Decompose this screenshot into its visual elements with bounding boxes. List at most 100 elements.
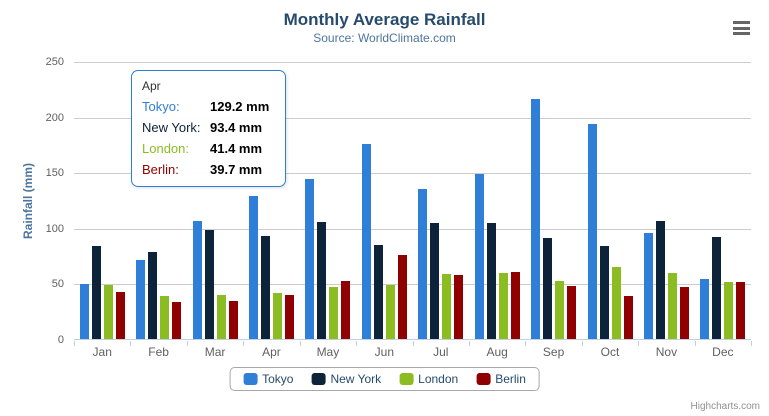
x-axis-label-apr: Apr: [262, 345, 281, 359]
bar-london-sep[interactable]: [555, 280, 565, 339]
bar-london-feb[interactable]: [160, 296, 170, 339]
bar-tokyo-sep[interactable]: [531, 99, 541, 339]
bar-tokyo-jan[interactable]: [79, 283, 89, 339]
x-axis-label-mar: Mar: [204, 345, 226, 359]
bar-london-aug[interactable]: [498, 272, 508, 339]
bar-london-nov[interactable]: [667, 273, 677, 339]
legend: Tokyo New York London Berlin: [229, 367, 540, 391]
y-axis-tick-label: 250: [45, 56, 64, 68]
legend-label: New York: [330, 372, 382, 386]
category-group-aug: [469, 62, 525, 339]
x-axis-tick: [243, 341, 245, 346]
bar-new-york-aug[interactable]: [486, 223, 496, 339]
category-group-sep: [525, 62, 581, 339]
bar-tokyo-aug[interactable]: [474, 174, 484, 339]
bar-london-apr[interactable]: [272, 293, 282, 339]
bar-new-york-dec[interactable]: [712, 236, 722, 339]
x-axis-tick: [74, 341, 75, 346]
x-axis-tick: [581, 341, 583, 346]
x-axis-label-jul: Jul: [433, 345, 449, 359]
bar-tokyo-dec[interactable]: [700, 278, 710, 339]
bar-london-dec[interactable]: [724, 282, 734, 339]
legend-label: London: [418, 372, 459, 386]
bar-tokyo-oct[interactable]: [587, 123, 597, 339]
y-axis-tick-label: 0: [57, 334, 64, 346]
x-axis-label-sep: Sep: [542, 345, 565, 359]
bar-berlin-feb[interactable]: [172, 302, 182, 339]
category-group-may: [300, 62, 356, 339]
bar-berlin-jul[interactable]: [454, 275, 464, 339]
bar-new-york-jan[interactable]: [91, 246, 101, 339]
bar-new-york-nov[interactable]: [655, 220, 665, 339]
x-axis-label-dec: Dec: [712, 345, 734, 359]
credits-link[interactable]: Highcharts.com: [690, 401, 760, 412]
category-group-nov: [638, 62, 694, 339]
chart-title: Monthly Average Rainfall: [283, 10, 486, 29]
export-menu-button[interactable]: [733, 21, 750, 35]
bar-tokyo-jul[interactable]: [418, 188, 428, 339]
y-axis-tick-label: 50: [51, 278, 64, 291]
legend-item-berlin[interactable]: Berlin: [476, 372, 526, 386]
legend-label: Tokyo: [262, 372, 294, 386]
bar-new-york-may[interactable]: [317, 221, 327, 339]
bar-new-york-sep[interactable]: [543, 237, 553, 339]
gridline: [74, 284, 751, 286]
x-axis-tick: [130, 341, 132, 346]
bar-new-york-oct[interactable]: [599, 246, 609, 339]
bar-london-jan[interactable]: [103, 284, 113, 339]
bar-tokyo-mar[interactable]: [192, 221, 202, 339]
bar-new-york-mar[interactable]: [204, 229, 214, 339]
bar-tokyo-nov[interactable]: [643, 233, 653, 339]
x-axis-label-feb: Feb: [148, 345, 169, 359]
bar-tokyo-may[interactable]: [305, 179, 315, 339]
x-axis-label-jan: Jan: [92, 345, 112, 359]
category-group-feb: [130, 62, 186, 339]
category-group-oct: [582, 62, 638, 339]
bar-berlin-apr[interactable]: [284, 295, 294, 339]
bar-new-york-feb[interactable]: [148, 251, 158, 339]
gridline: [74, 173, 751, 175]
y-axis-tick-label: 200: [45, 111, 64, 124]
legend-item-new-york[interactable]: New York: [311, 372, 381, 386]
category-group-jun: [356, 62, 412, 339]
bar-new-york-apr[interactable]: [260, 235, 270, 339]
y-axis-tick-label: 150: [45, 167, 64, 180]
bar-new-york-jul[interactable]: [430, 222, 440, 339]
x-axis-tick: [638, 341, 640, 346]
x-axis-tick: [299, 341, 301, 346]
y-axis-tick-label: 100: [45, 222, 64, 235]
category-group-apr: [243, 62, 299, 339]
plot-area: [74, 62, 751, 340]
bar-berlin-oct[interactable]: [623, 295, 633, 339]
x-axis-label-oct: Oct: [600, 345, 620, 359]
legend-item-tokyo[interactable]: Tokyo: [243, 372, 293, 386]
bar-groups: [74, 62, 751, 339]
bar-berlin-nov[interactable]: [679, 287, 689, 339]
bar-tokyo-apr[interactable]: [248, 195, 258, 339]
gridline: [74, 117, 751, 119]
bar-london-mar[interactable]: [216, 295, 226, 339]
bar-berlin-may[interactable]: [341, 280, 351, 339]
bar-berlin-aug[interactable]: [510, 272, 520, 339]
x-axis-tick: [186, 341, 188, 346]
gridline: [74, 62, 751, 63]
bar-london-oct[interactable]: [611, 266, 621, 339]
x-axis-tick: [525, 341, 527, 346]
bar-new-york-jun[interactable]: [373, 245, 383, 339]
bar-london-jun[interactable]: [385, 285, 395, 339]
x-axis-label-may: May: [316, 345, 340, 359]
x-axis-tick: [694, 341, 696, 346]
bar-berlin-jan[interactable]: [115, 292, 125, 339]
bar-berlin-sep[interactable]: [567, 286, 577, 339]
bar-london-may[interactable]: [329, 286, 339, 339]
bar-berlin-dec[interactable]: [736, 282, 746, 339]
bar-tokyo-feb[interactable]: [136, 259, 146, 339]
legend-swatch-icon: [399, 373, 414, 385]
bar-berlin-jun[interactable]: [397, 255, 407, 339]
bar-berlin-mar[interactable]: [228, 300, 238, 339]
legend-item-london[interactable]: London: [399, 372, 458, 386]
chart-subtitle: Source: WorldClimate.com: [313, 31, 456, 45]
bar-london-jul[interactable]: [442, 273, 452, 339]
bar-tokyo-jun[interactable]: [361, 144, 371, 339]
